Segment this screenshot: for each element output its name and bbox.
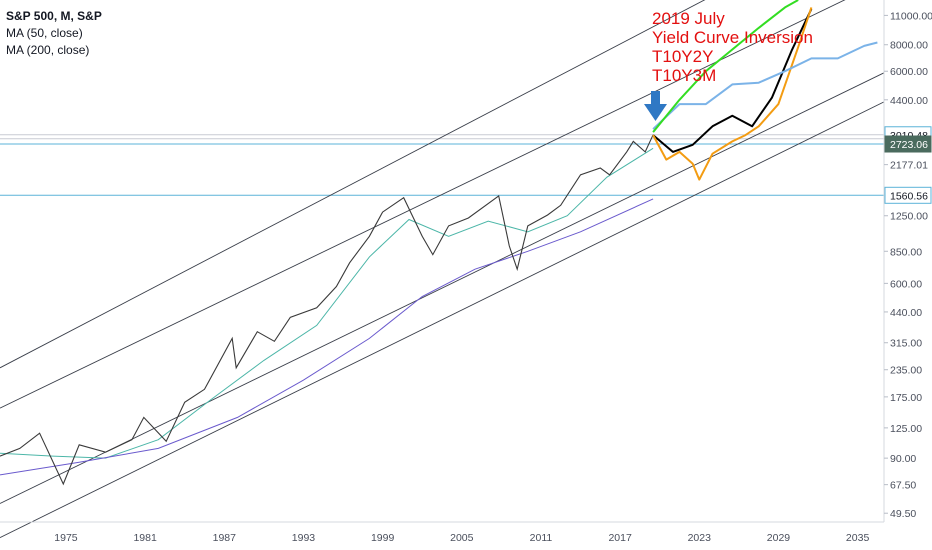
y-tick-label: 235.00 — [890, 365, 922, 377]
projection-line — [652, 0, 799, 133]
projection-line — [652, 7, 813, 181]
y-tick-label: 125.00 — [890, 423, 922, 435]
channel-line — [0, 0, 706, 369]
y-tick-label: 6000.00 — [890, 66, 928, 78]
x-tick-label: 1993 — [292, 532, 316, 544]
inversion-arrow-icon — [644, 91, 667, 121]
legend-ma200[interactable]: MA (200, close) — [6, 43, 90, 57]
y-tick-label: 2177.01 — [890, 160, 928, 172]
annotation-line-2: Yield Curve Inversion — [652, 28, 813, 47]
x-tick-label: 2011 — [530, 532, 553, 544]
x-tick-label: 1975 — [54, 532, 78, 544]
x-tick-label: 2005 — [450, 532, 474, 544]
annotation-line-4: T10Y3M — [652, 66, 717, 85]
legend-ma50[interactable]: MA (50, close) — [6, 26, 83, 40]
channel-line — [0, 72, 885, 504]
x-tick-label: 1999 — [371, 532, 395, 544]
y-tick-label: 850.00 — [890, 246, 922, 258]
y-tick-label: 175.00 — [890, 392, 922, 404]
price-badge-label: 2723.06 — [890, 139, 928, 151]
annotation-line-3: T10Y2Y — [652, 47, 714, 66]
projection-paths — [652, 0, 878, 181]
y-tick-label: 440.00 — [890, 307, 922, 319]
y-tick-label: 11000.00 — [890, 10, 932, 22]
x-tick-label: 2017 — [608, 532, 632, 544]
horizontal-levels — [0, 134, 884, 196]
ma200-line — [0, 198, 654, 476]
channel-line — [0, 0, 846, 409]
projection-line — [652, 41, 878, 130]
x-tick-label: 1981 — [133, 532, 157, 544]
time-axis: 1975 1981 1987 1993 1999 2005 2011 2017 2023 2029… — [54, 532, 869, 544]
price-badge — [884, 135, 932, 153]
x-tick-label: 2029 — [767, 532, 791, 544]
price-badge-label: 1560.56 — [890, 190, 928, 202]
price-axis: 11000.008000.006000.004400.002881.452177… — [884, 10, 932, 520]
y-tick-label: 600.00 — [890, 278, 922, 290]
x-tick-label: 2023 — [688, 532, 712, 544]
chart-legend: S&P 500, M, S&P MA (50, close) MA (200, … — [6, 8, 102, 59]
price-line — [0, 134, 654, 486]
y-tick-label: 67.50 — [890, 480, 916, 492]
price-series — [0, 134, 654, 486]
y-tick-label: 1250.00 — [890, 211, 928, 223]
x-tick-label: 1987 — [213, 532, 237, 544]
price-badge — [884, 186, 932, 204]
y-tick-label: 90.00 — [890, 453, 916, 465]
projection-line — [652, 8, 813, 153]
y-tick-label: 315.00 — [890, 338, 922, 350]
chart-title: S&P 500, M, S&P — [6, 9, 102, 23]
y-tick-label: 4400.00 — [890, 95, 928, 107]
inversion-annotation: 2019 July Yield Curve Inversion T10Y2Y T… — [652, 9, 813, 85]
y-tick-label: 49.50 — [890, 508, 916, 520]
y-tick-label: 8000.00 — [890, 40, 928, 52]
x-tick-label: 2035 — [846, 532, 870, 544]
trend-channels — [0, 0, 885, 539]
annotation-line-1: 2019 July — [652, 9, 725, 28]
channel-line — [0, 101, 885, 539]
ma50-line — [0, 147, 654, 459]
moving-averages — [0, 147, 654, 476]
